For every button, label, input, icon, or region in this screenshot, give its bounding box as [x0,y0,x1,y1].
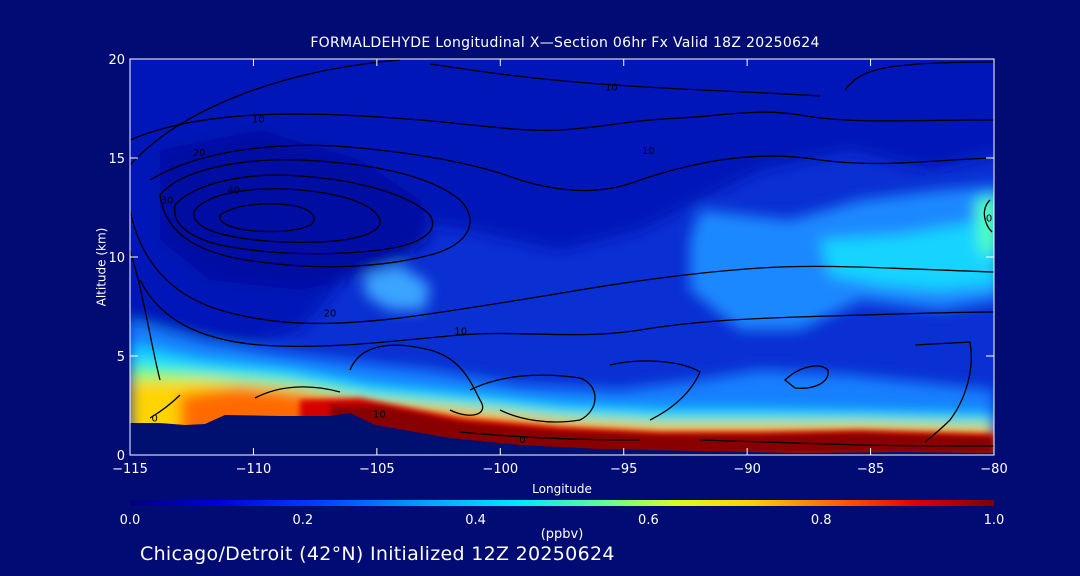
contour-label: 10 [605,83,618,94]
contour-line [159,159,471,268]
x-tick-label: −105 [359,462,395,477]
contour-line [130,111,994,141]
terrain-mask [130,413,994,455]
contour-label: 0 [519,435,525,446]
x-tick-label: −110 [236,462,272,477]
contour-line [914,341,972,443]
contour-line [459,431,641,441]
x-tick-label: −90 [733,462,760,477]
chart-title: FORMALDEHYDE Longitudinal X—Section 06hr… [310,35,820,51]
colorbar-tick-label: 0.8 [811,513,832,528]
y-tick-label: 5 [117,350,125,365]
colorbar [130,500,994,506]
heatmap-cyan-edge [975,196,994,255]
contour-line [469,374,596,423]
colorbar-label: (ppbv) [540,527,584,542]
contour-line [699,439,994,447]
x-axis-label: Longitude [532,482,592,496]
contour-line [784,365,829,389]
colorbar-tick-label: 1.0 [984,513,1005,528]
contour-lines [130,59,994,447]
x-tick-label: −85 [857,462,884,477]
contour-label: 40 [227,186,240,197]
y-tick-label: 10 [108,251,125,266]
colorbar-tick-label: 0.0 [120,513,141,528]
contour-labels: 10 10 10 20 30 40 20 10 10 0 0 0 [151,83,992,446]
x-tick-label: −80 [980,462,1007,477]
y-tick-label: 15 [108,152,125,167]
contour-line [130,209,994,325]
y-tick-label: 20 [108,53,125,68]
contour-line [983,199,993,233]
colorbar-ticks: 0.0 0.2 0.4 0.6 0.8 1.0 [120,513,1005,528]
contour-label: 10 [252,114,265,125]
heatmap-cyan-right [820,216,994,290]
contour-line [349,344,484,416]
heatmap-upper-dark-region [130,59,994,350]
x-tick-label: −115 [112,462,148,477]
contour-label: 10 [642,146,655,157]
contour-label: 20 [193,148,206,159]
contour-line [254,386,341,399]
contour-line [219,203,315,233]
contour-label: 20 [324,308,337,319]
contour-label: 10 [454,326,467,337]
heatmap-field [130,59,994,455]
contour-line [149,144,994,192]
colorbar-tick-label: 0.4 [465,513,486,528]
contour-label: 0 [986,213,992,224]
heatmap-darkred-band [330,405,994,455]
colorbar-tick-label: 0.6 [638,513,659,528]
heatmap-core-dark-region [160,130,430,290]
contour-line [193,188,381,244]
contour-label: 0 [151,413,157,424]
contour-line [139,279,994,348]
x-tick-label: −95 [610,462,637,477]
contour-line [130,59,994,166]
x-axis: −115 −110 −105 −100 −95 −90 −85 −80 [112,59,1008,477]
contour-label: 30 [161,196,174,207]
y-axis: 0 5 10 15 20 [108,53,994,464]
y-tick-label: 0 [117,449,125,464]
x-tick-label: −100 [482,462,518,477]
contour-line [130,249,181,419]
heatmap-mid-blob [365,265,430,310]
contour-line [609,360,701,421]
contour-line [173,174,434,255]
contour-label: 10 [373,409,386,420]
y-axis-label: Altitude (km) [94,227,109,307]
colorbar-tick-label: 0.2 [292,513,313,528]
footer-caption: Chicago/Detroit (42°N) Initialized 12Z 2… [140,543,615,565]
